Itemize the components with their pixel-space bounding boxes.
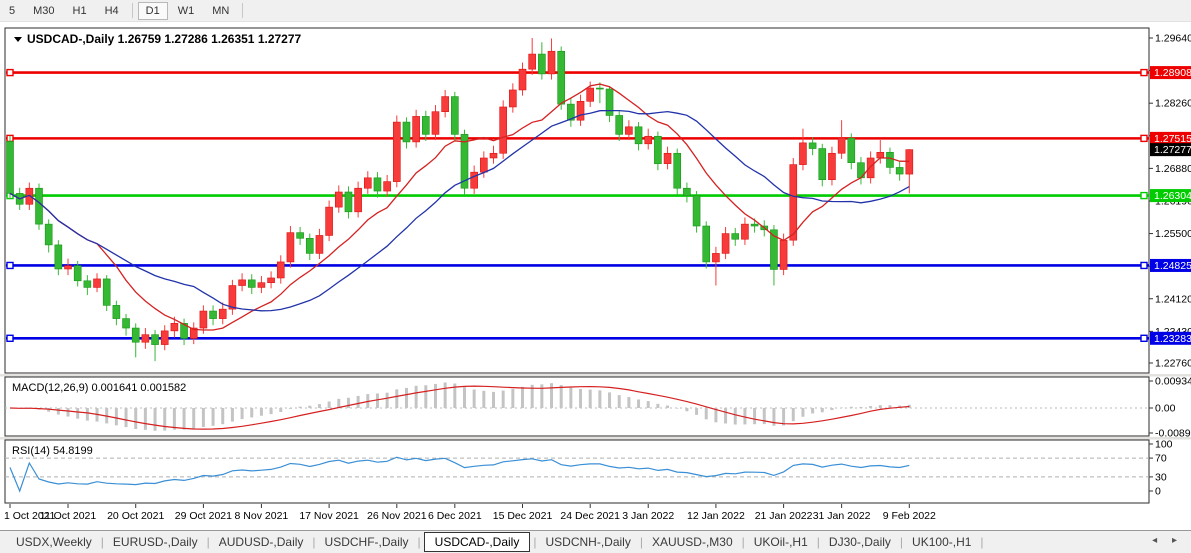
x-axis-label: 6 Dec 2021	[428, 510, 482, 522]
chart-canvas[interactable]: 1.296401.289501.282601.275701.268801.261…	[0, 22, 1191, 530]
x-axis-label: 17 Nov 2021	[299, 510, 359, 522]
timeframe-button-5[interactable]: 5	[9, 4, 16, 17]
x-axis-label: 1 Oct 2021	[4, 510, 56, 522]
x-axis-label: 11 Oct 2021	[40, 510, 97, 522]
svg-text:1.23283: 1.23283	[1154, 333, 1191, 345]
tab-scroll-arrows-icon[interactable]: ◂ ▸	[1152, 535, 1183, 546]
rsi-line	[9, 456, 910, 493]
tab-separator: |	[639, 535, 643, 549]
timeframe-button-h1[interactable]: H1	[72, 4, 87, 17]
symbol-tab-eurusd[interactable]: EURUSD-,Daily	[112, 535, 198, 549]
tab-separator: |	[533, 535, 537, 549]
rsi-axis-label: 70	[1155, 453, 1167, 465]
symbol-tab-uk100[interactable]: UK100-,H1	[912, 535, 972, 549]
tab-separator: |	[206, 535, 210, 549]
x-axis-label: 26 Nov 2021	[367, 510, 427, 522]
timeframe-button-mn[interactable]: MN	[212, 4, 230, 17]
macd-axis-label: -0.008907	[1155, 428, 1191, 440]
y-axis-label: 1.26880	[1155, 163, 1191, 175]
svg-text:1.27277: 1.27277	[1154, 144, 1191, 156]
tab-separator: |	[741, 535, 745, 549]
svg-text:1.24825: 1.24825	[1154, 260, 1191, 272]
y-axis-label: 1.29640	[1155, 33, 1191, 45]
symbol-tab-dj30[interactable]: DJ30-,Daily	[828, 535, 891, 549]
symbol-tab-ukoil[interactable]: UKOil-,H1	[753, 535, 808, 549]
x-axis-label: 20 Oct 2021	[107, 510, 164, 522]
x-axis-label: 8 Nov 2021	[235, 510, 289, 522]
x-axis-label: 9 Feb 2022	[883, 510, 936, 522]
svg-text:1.28908: 1.28908	[1154, 67, 1191, 79]
hline-handle[interactable]	[1140, 334, 1148, 342]
price-badge: 1.26304	[1150, 189, 1191, 203]
x-axis-label: 31 Jan 2022	[813, 510, 871, 522]
tab-separator: |	[816, 535, 820, 549]
toolbar-separator	[242, 3, 244, 18]
price-panel[interactable]	[4, 27, 1150, 374]
toolbar-separator	[131, 3, 133, 18]
hline-handle[interactable]	[6, 261, 14, 270]
x-axis-label: 21 Jan 2022	[755, 510, 813, 522]
x-axis-label: 29 Oct 2021	[175, 510, 232, 522]
timeframe-button-h4[interactable]: H4	[104, 4, 119, 17]
ma-line-20	[9, 109, 910, 312]
y-axis-label: 1.28260	[1155, 98, 1191, 110]
symbol-tab-usdcad[interactable]: USDCAD-,Daily	[423, 532, 531, 552]
symbol-tab-usdcnh[interactable]: USDCNH-,Daily	[545, 535, 631, 549]
symbol-tab-audusd[interactable]: AUDUSD-,Daily	[218, 535, 304, 549]
panel-splitter[interactable]	[0, 374, 1191, 377]
panel-splitter[interactable]	[0, 437, 1191, 440]
x-axis-label: 24 Dec 2021	[560, 510, 620, 522]
tab-separator: |	[899, 535, 904, 549]
timeframe-button-w1[interactable]: W1	[177, 4, 195, 17]
price-badge: 1.28908	[1150, 66, 1191, 80]
rsi-axis-label: 30	[1155, 471, 1167, 483]
svg-text:1.26304: 1.26304	[1154, 190, 1191, 202]
symbol-tab-usdchf[interactable]: USDCHF-,Daily	[324, 535, 409, 549]
macd-signal-line	[9, 385, 910, 430]
x-axis-label: 15 Dec 2021	[493, 510, 553, 522]
hline-handle[interactable]	[1140, 134, 1148, 143]
macd-axis-label: 0.00	[1155, 403, 1176, 415]
symbol-tabbar: USDX,Weekly | EURUSD-,Daily | AUDUSD-,Daily |…	[0, 530, 1191, 553]
chart-title: USDCAD-,Daily 1.26759 1.27286 1.26351 1.…	[27, 32, 302, 46]
hline-handle[interactable]	[1140, 191, 1148, 200]
tab-separator: |	[100, 535, 104, 549]
tab-separator: |	[312, 535, 316, 549]
timeframe-toolbar: 5 M30 H1 H4 D1 W1 MN	[0, 0, 1191, 22]
x-axis-label: 12 Jan 2022	[687, 510, 745, 522]
rsi-axis-label: 0	[1155, 486, 1161, 498]
ma-line-10	[9, 83, 910, 331]
hline-handle[interactable]	[1140, 261, 1148, 270]
symbol-tab-usdx[interactable]: USDX,Weekly	[16, 535, 92, 549]
y-axis-label: 1.24120	[1155, 293, 1191, 305]
horizontal-lines	[6, 68, 1149, 342]
tab-separator: |	[417, 535, 421, 549]
rsi-panel[interactable]	[4, 439, 1150, 504]
price-badge: 1.24825	[1150, 258, 1191, 272]
tab-separator: |	[980, 535, 984, 549]
macd-label: MACD(12,26,9) 0.001641 0.001582	[12, 382, 186, 394]
x-axis-label: 3 Jan 2022	[622, 510, 674, 522]
svg-text:1.27515: 1.27515	[1154, 133, 1191, 145]
macd-axis-label: 0.009345	[1155, 376, 1191, 388]
timeframe-button-m30[interactable]: M30	[33, 4, 55, 17]
y-axis-label: 1.25500	[1155, 228, 1191, 240]
symbol-tab-xauusd[interactable]: XAUUSD-,M30	[651, 535, 733, 549]
rsi-axis-label: 100	[1155, 439, 1173, 451]
price-badge: 1.27515	[1150, 131, 1191, 145]
hline-handle[interactable]	[6, 334, 14, 342]
timeframe-button-d1[interactable]: D1	[137, 1, 168, 20]
price-badge: 1.27277	[1150, 143, 1191, 157]
y-axis-label: 1.22760	[1155, 358, 1191, 370]
hline-handle[interactable]	[1140, 68, 1148, 77]
price-badge: 1.23283	[1150, 331, 1191, 345]
collapse-icon[interactable]	[14, 37, 22, 42]
hline-handle[interactable]	[6, 68, 14, 77]
candlesticks	[6, 38, 914, 362]
rsi-label: RSI(14) 54.8199	[12, 445, 93, 457]
